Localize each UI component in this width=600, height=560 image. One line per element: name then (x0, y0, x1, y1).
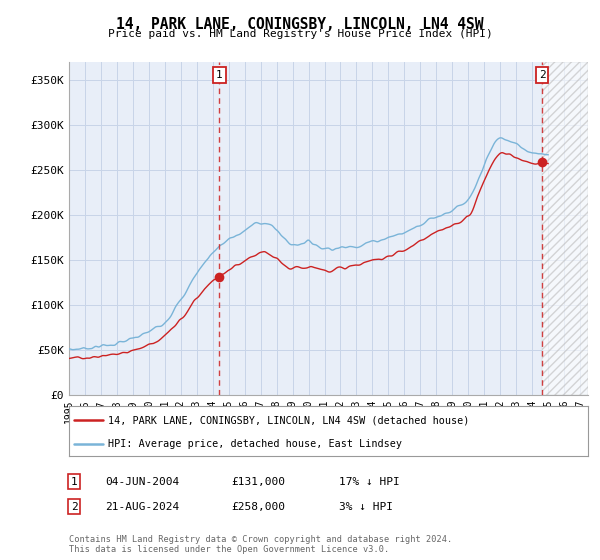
Text: 1: 1 (71, 477, 77, 487)
Text: £258,000: £258,000 (231, 502, 285, 512)
Text: 2: 2 (71, 502, 77, 512)
Text: 14, PARK LANE, CONINGSBY, LINCOLN, LN4 4SW: 14, PARK LANE, CONINGSBY, LINCOLN, LN4 4… (116, 17, 484, 32)
Text: £131,000: £131,000 (231, 477, 285, 487)
Text: 14, PARK LANE, CONINGSBY, LINCOLN, LN4 4SW (detached house): 14, PARK LANE, CONINGSBY, LINCOLN, LN4 4… (108, 415, 469, 425)
Text: 17% ↓ HPI: 17% ↓ HPI (339, 477, 400, 487)
Text: 04-JUN-2004: 04-JUN-2004 (105, 477, 179, 487)
Text: 2: 2 (539, 70, 545, 80)
Bar (542, 62, 588, 395)
Text: 3% ↓ HPI: 3% ↓ HPI (339, 502, 393, 512)
Text: Contains HM Land Registry data © Crown copyright and database right 2024.
This d: Contains HM Land Registry data © Crown c… (69, 535, 452, 554)
Text: 21-AUG-2024: 21-AUG-2024 (105, 502, 179, 512)
Text: HPI: Average price, detached house, East Lindsey: HPI: Average price, detached house, East… (108, 439, 402, 449)
Text: Price paid vs. HM Land Registry's House Price Index (HPI): Price paid vs. HM Land Registry's House … (107, 29, 493, 39)
Text: 1: 1 (216, 70, 223, 80)
